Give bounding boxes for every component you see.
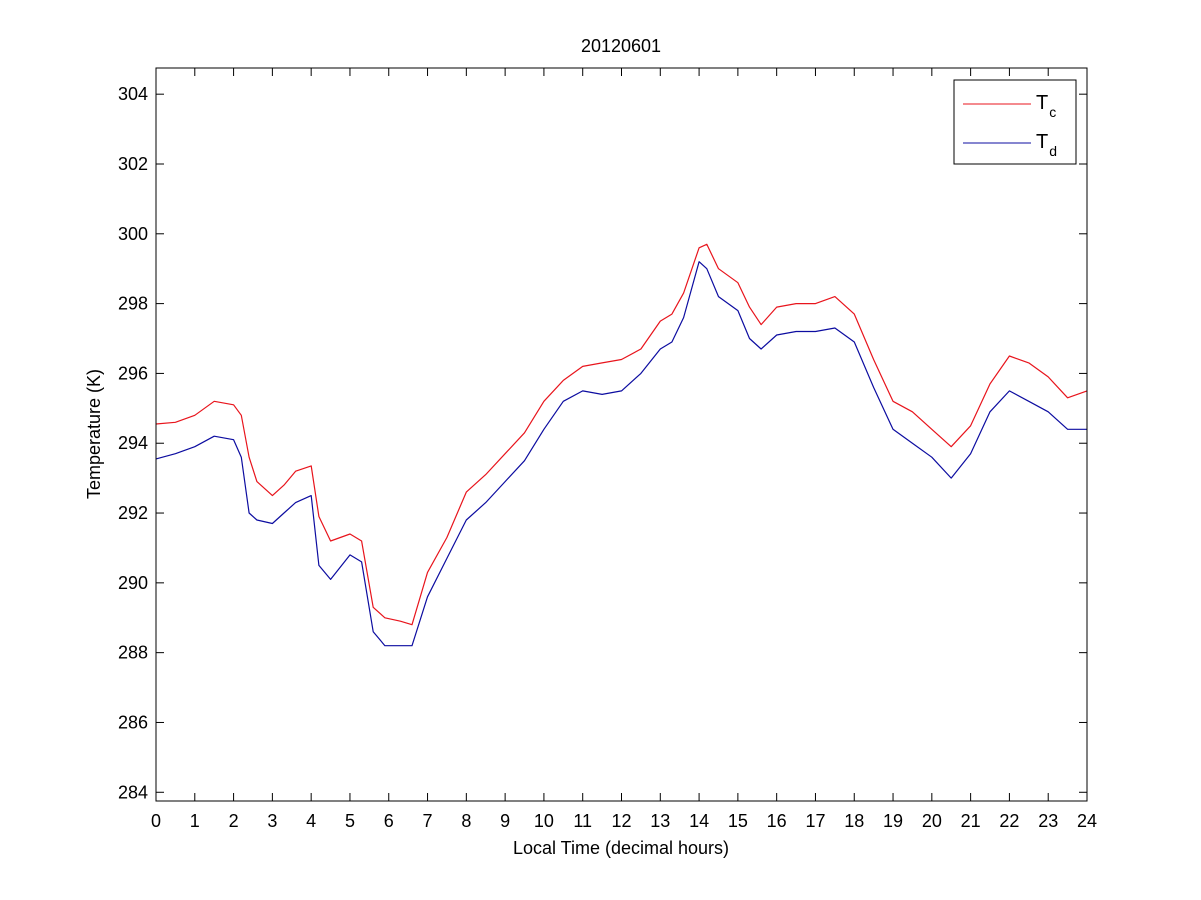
- x-axis-label: Local Time (decimal hours): [513, 838, 729, 858]
- y-tick-label: 304: [118, 84, 148, 104]
- y-tick-label: 302: [118, 154, 148, 174]
- x-tick-label: 5: [345, 811, 355, 831]
- axis-ticks: 0 1 2 3 4 5 6 7 8 9 10 11 12 13 14 15 16 17 18 19 20 21 22 23 24…: [118, 68, 1097, 831]
- y-tick-label: 294: [118, 433, 148, 453]
- x-tick-label: 7: [423, 811, 433, 831]
- series-line-td: [155, 261, 1087, 647]
- x-tick-label: 24: [1077, 811, 1097, 831]
- x-tick-label: 19: [883, 811, 903, 831]
- x-tick-label: 12: [611, 811, 631, 831]
- chart-title: 20120601: [581, 36, 661, 56]
- x-tick-label: 11: [573, 811, 592, 831]
- y-tick-label: 290: [118, 573, 148, 593]
- legend-box: [953, 79, 1077, 165]
- x-tick-label: 21: [961, 811, 981, 831]
- x-tick-label: 9: [500, 811, 510, 831]
- x-tick-label: 6: [384, 811, 394, 831]
- y-tick-label: 296: [118, 363, 148, 383]
- x-tick-label: 23: [1038, 811, 1058, 831]
- x-tick-label: 8: [461, 811, 471, 831]
- x-tick-label: 18: [844, 811, 864, 831]
- x-tick-label: 15: [728, 811, 748, 831]
- x-tick-label: 1: [190, 811, 200, 831]
- legend: Tc Td: [953, 79, 1077, 165]
- x-tick-label: 4: [306, 811, 316, 831]
- legend-label-tc: Tc: [1036, 92, 1056, 120]
- series-line-tc: [155, 243, 1088, 626]
- plot-area: [156, 68, 1087, 801]
- y-tick-label: 284: [118, 782, 148, 802]
- x-tick-label: 0: [151, 811, 161, 831]
- series-lines: [155, 243, 1088, 647]
- x-tick-label: 3: [267, 811, 277, 831]
- x-tick-label: 13: [650, 811, 670, 831]
- x-tick-label: 2: [229, 811, 239, 831]
- x-tick-label: 14: [689, 811, 709, 831]
- y-axis-label: Temperature (K): [84, 369, 104, 499]
- plot-frame: [155, 67, 1088, 802]
- x-tick-label: 16: [767, 811, 787, 831]
- legend-label-td: Td: [1036, 131, 1057, 159]
- y-tick-label: 286: [118, 712, 148, 732]
- y-tick-label: 300: [118, 224, 148, 244]
- y-tick-label: 298: [118, 294, 148, 314]
- y-tick-label: 288: [118, 643, 148, 663]
- x-tick-label: 22: [999, 811, 1019, 831]
- x-tick-label: 10: [534, 811, 554, 831]
- x-tick-label: 20: [922, 811, 942, 831]
- y-tick-label: 292: [118, 503, 148, 523]
- x-tick-label: 17: [805, 811, 825, 831]
